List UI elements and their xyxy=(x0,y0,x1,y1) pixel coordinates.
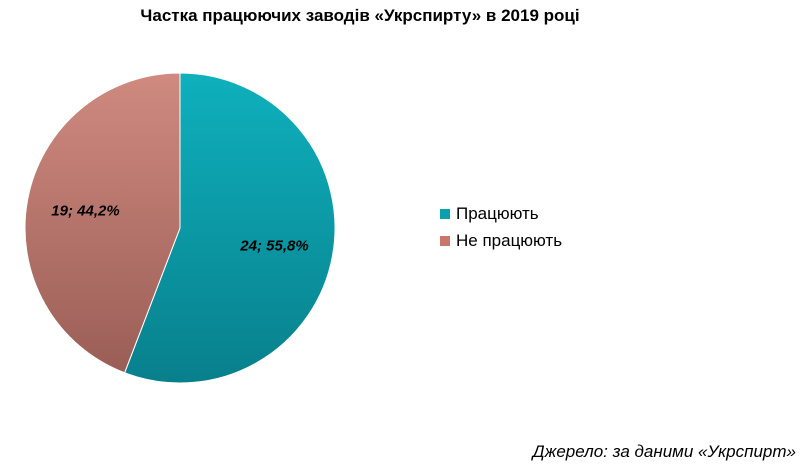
legend: Працюють Не працюють xyxy=(440,200,562,254)
data-label-working: 24; 55,8% xyxy=(239,238,308,255)
legend-label-working: Працюють xyxy=(456,203,539,223)
chart-title: Частка працюючих заводів «Укрспирту» в 2… xyxy=(140,6,580,25)
pie-slice-working xyxy=(123,72,336,384)
pie-slices xyxy=(24,72,336,384)
legend-label-not-working: Не працюють xyxy=(456,230,563,250)
legend-item-working: Працюють xyxy=(440,200,562,227)
legend-swatch-not-working xyxy=(440,235,450,246)
data-label-not-working: 19; 44,2% xyxy=(51,203,119,220)
pie-slice-not-working xyxy=(24,72,181,374)
source-note: Джерело: за даними «Укрспирт» xyxy=(532,442,796,461)
legend-item-not-working: Не працюють xyxy=(440,227,562,254)
legend-swatch-working xyxy=(440,208,450,219)
pie-data-labels: 24; 55,8% 19; 44,2% xyxy=(51,203,308,255)
